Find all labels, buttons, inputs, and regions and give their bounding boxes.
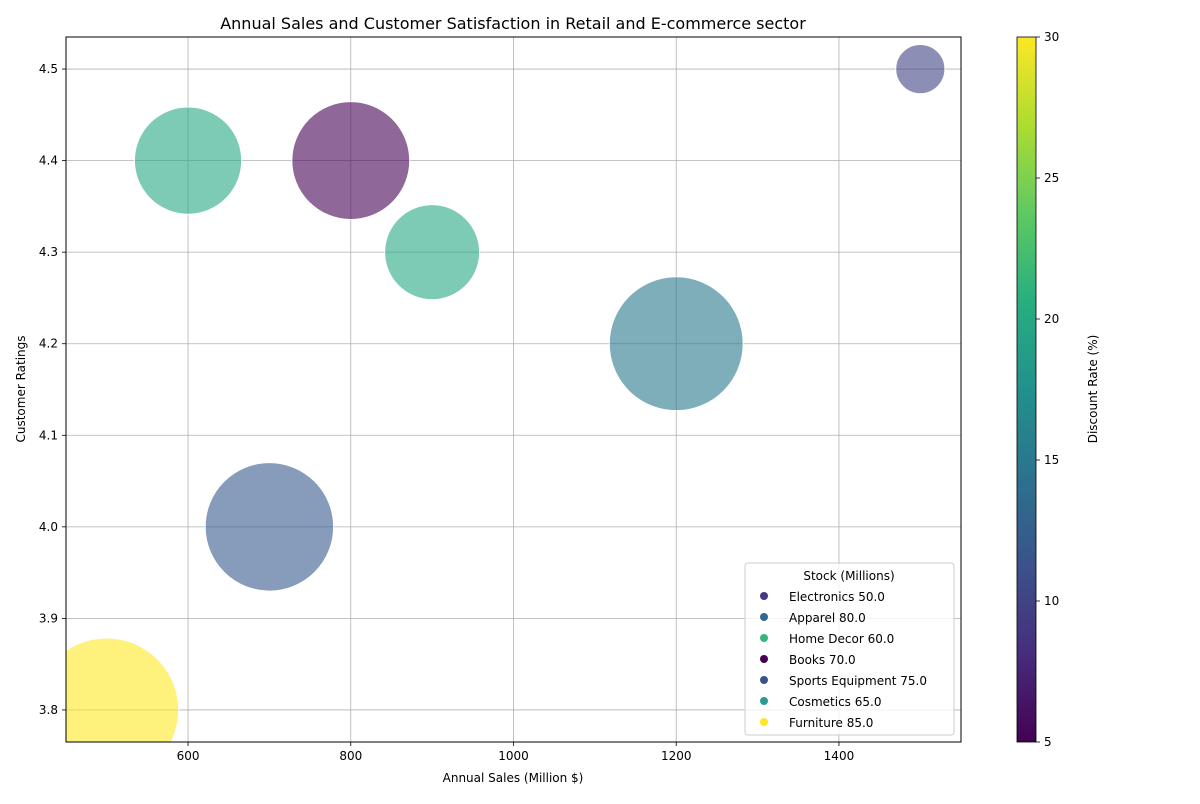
x-tick-label: 1200 bbox=[661, 749, 692, 763]
legend-entry-label: Furniture 85.0 bbox=[789, 716, 873, 730]
bubble-cosmetics bbox=[133, 106, 243, 215]
x-tick-label: 800 bbox=[339, 749, 362, 763]
colorbar-tick-label: 10 bbox=[1044, 594, 1059, 608]
x-tick-label: 600 bbox=[177, 749, 200, 763]
y-tick-label: 3.8 bbox=[39, 703, 58, 717]
y-tick-label: 4.3 bbox=[39, 245, 58, 259]
y-tick-label: 4.0 bbox=[39, 520, 58, 534]
colorbar-tick-label: 25 bbox=[1044, 171, 1059, 185]
legend-entry-label: Sports Equipment 75.0 bbox=[789, 674, 927, 688]
bubble-home-decor bbox=[384, 204, 481, 301]
x-tick-label: 1400 bbox=[824, 749, 855, 763]
legend-marker bbox=[760, 634, 768, 642]
colorbar-label: Discount Rate (%) bbox=[1086, 335, 1100, 444]
colorbar-tick-label: 20 bbox=[1044, 312, 1059, 326]
y-tick-label: 4.2 bbox=[39, 337, 58, 351]
legend-entry-label: Cosmetics 65.0 bbox=[789, 695, 881, 709]
y-tick-label: 4.1 bbox=[39, 428, 58, 442]
y-axis-label: Customer Ratings bbox=[14, 335, 28, 442]
colorbar: 5 10 15 20 25 30 Discount Rate (%) bbox=[1016, 30, 1100, 749]
legend-entry-label: Electronics 50.0 bbox=[789, 590, 885, 604]
legend-box bbox=[744, 562, 955, 736]
legend-entry-label: Home Decor 60.0 bbox=[789, 632, 894, 646]
legend-entry-label: Books 70.0 bbox=[789, 653, 856, 667]
legend-marker bbox=[760, 655, 768, 663]
bubbles bbox=[66, 43, 946, 742]
legend-marker bbox=[760, 697, 768, 705]
colorbar-tick-label: 15 bbox=[1044, 453, 1059, 467]
colorbar-tick-label: 30 bbox=[1044, 30, 1059, 44]
legend-marker bbox=[760, 613, 768, 621]
colorbar-tick-label: 5 bbox=[1044, 735, 1052, 749]
legend-marker bbox=[760, 592, 768, 600]
x-axis-ticks: 600 800 1000 1200 1400 bbox=[177, 742, 855, 763]
bubble-sports-equipment bbox=[204, 462, 335, 592]
chart-title: Annual Sales and Customer Satisfaction i… bbox=[220, 14, 806, 33]
bubble-furniture bbox=[66, 637, 180, 742]
legend-marker bbox=[760, 676, 768, 684]
legend-entry-label: Apparel 80.0 bbox=[789, 611, 866, 625]
bubble-electronics bbox=[895, 43, 946, 95]
legend-marker bbox=[760, 718, 768, 726]
y-tick-label: 4.5 bbox=[39, 62, 58, 76]
bubble-apparel bbox=[608, 276, 744, 412]
y-tick-label: 4.4 bbox=[39, 154, 58, 168]
y-axis-ticks: 3.8 3.9 4.0 4.1 4.2 4.3 4.4 4.5 bbox=[39, 62, 66, 717]
x-tick-label: 1000 bbox=[498, 749, 529, 763]
x-axis-label: Annual Sales (Million $) bbox=[443, 771, 584, 785]
y-tick-label: 3.9 bbox=[39, 611, 58, 625]
legend-entries: Electronics 50.0 Apparel 80.0 Home Decor 6… bbox=[760, 590, 927, 730]
legend-title: Stock (Millions) bbox=[803, 569, 894, 583]
colorbar-gradient bbox=[1016, 36, 1037, 743]
bubble-books bbox=[291, 101, 411, 221]
legend: Stock (Millions) Electronics 50.0 Apparel… bbox=[744, 562, 955, 736]
colorbar-ticks: 5 10 15 20 25 30 bbox=[1036, 30, 1059, 749]
